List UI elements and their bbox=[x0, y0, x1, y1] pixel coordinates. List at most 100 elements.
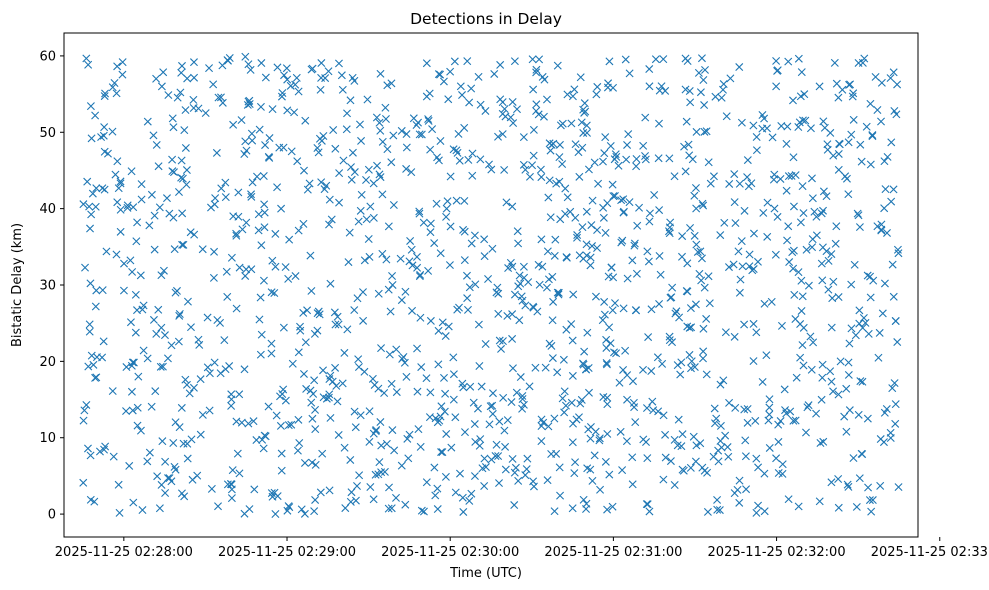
data-point bbox=[198, 410, 207, 419]
data-point bbox=[563, 90, 572, 99]
data-point bbox=[248, 178, 257, 187]
data-point bbox=[588, 476, 597, 485]
data-point bbox=[774, 437, 783, 446]
data-point bbox=[189, 58, 198, 67]
data-point bbox=[300, 166, 308, 175]
data-point bbox=[522, 465, 531, 474]
data-point bbox=[257, 241, 266, 250]
data-point bbox=[632, 269, 641, 278]
data-point bbox=[408, 261, 417, 270]
data-point bbox=[541, 363, 550, 372]
data-point bbox=[741, 452, 750, 461]
data-point bbox=[639, 141, 648, 150]
data-point bbox=[426, 145, 435, 154]
data-point bbox=[834, 93, 843, 102]
data-point bbox=[406, 236, 415, 245]
data-point bbox=[579, 105, 588, 114]
data-point bbox=[179, 439, 188, 448]
data-point bbox=[284, 274, 293, 283]
data-point bbox=[235, 263, 244, 272]
data-point bbox=[758, 124, 767, 133]
data-point bbox=[441, 472, 450, 481]
data-point bbox=[816, 439, 825, 448]
data-point bbox=[260, 431, 269, 440]
data-point bbox=[716, 380, 725, 389]
data-point bbox=[693, 247, 702, 256]
data-point bbox=[446, 172, 455, 181]
data-point bbox=[283, 106, 292, 115]
data-point bbox=[368, 374, 377, 383]
data-point bbox=[400, 358, 409, 367]
data-point bbox=[503, 416, 512, 425]
data-point bbox=[655, 119, 663, 128]
data-point bbox=[868, 496, 877, 505]
data-point bbox=[331, 363, 340, 372]
data-point bbox=[389, 131, 398, 140]
data-point bbox=[582, 121, 591, 130]
data-point bbox=[365, 407, 374, 416]
data-point bbox=[342, 125, 351, 134]
data-point bbox=[445, 261, 454, 270]
data-point bbox=[413, 387, 422, 396]
data-point bbox=[619, 208, 628, 217]
data-point bbox=[818, 360, 827, 369]
data-point bbox=[709, 172, 718, 181]
data-point bbox=[229, 120, 238, 129]
data-point bbox=[366, 483, 375, 491]
data-point bbox=[168, 114, 177, 123]
data-point bbox=[888, 260, 897, 269]
data-point bbox=[600, 297, 609, 306]
data-point bbox=[416, 442, 425, 451]
data-point bbox=[692, 127, 701, 136]
data-point bbox=[245, 100, 254, 108]
data-point bbox=[114, 480, 123, 489]
data-point bbox=[407, 168, 416, 177]
data-point bbox=[458, 493, 467, 502]
data-point bbox=[628, 256, 637, 265]
data-point bbox=[365, 437, 374, 446]
data-point bbox=[877, 117, 886, 126]
data-point bbox=[85, 327, 94, 336]
data-point bbox=[205, 369, 214, 378]
data-point bbox=[265, 134, 274, 143]
data-point bbox=[532, 100, 541, 109]
data-point bbox=[667, 293, 676, 302]
data-point bbox=[672, 307, 681, 316]
data-point bbox=[504, 264, 513, 273]
data-point bbox=[227, 494, 236, 503]
data-point bbox=[730, 332, 739, 341]
data-point bbox=[818, 373, 827, 382]
data-point bbox=[876, 481, 885, 490]
data-point bbox=[209, 80, 218, 89]
data-point bbox=[738, 262, 747, 271]
data-point bbox=[863, 414, 872, 423]
data-point bbox=[645, 209, 654, 218]
data-point bbox=[590, 451, 599, 460]
data-point bbox=[380, 389, 389, 397]
data-point bbox=[513, 227, 522, 236]
data-point bbox=[101, 89, 110, 98]
data-point bbox=[317, 73, 326, 82]
y-tick-label: 50 bbox=[39, 126, 56, 141]
data-point bbox=[488, 409, 497, 418]
data-point bbox=[600, 310, 609, 319]
data-point bbox=[604, 79, 613, 88]
data-point bbox=[551, 235, 560, 244]
data-point bbox=[880, 157, 889, 166]
data-point bbox=[819, 437, 828, 446]
data-point bbox=[801, 116, 810, 125]
data-point bbox=[518, 404, 527, 413]
data-point bbox=[210, 247, 219, 256]
data-point bbox=[259, 172, 268, 180]
data-point bbox=[129, 358, 138, 367]
data-point bbox=[800, 90, 809, 99]
data-point bbox=[270, 488, 279, 497]
data-point bbox=[553, 61, 562, 70]
data-point bbox=[674, 415, 683, 424]
data-point bbox=[725, 398, 734, 407]
data-point bbox=[80, 406, 89, 415]
data-point bbox=[631, 418, 640, 427]
x-axis-title: Time (UTC) bbox=[449, 566, 522, 581]
data-point bbox=[704, 272, 713, 281]
data-point bbox=[691, 184, 700, 192]
